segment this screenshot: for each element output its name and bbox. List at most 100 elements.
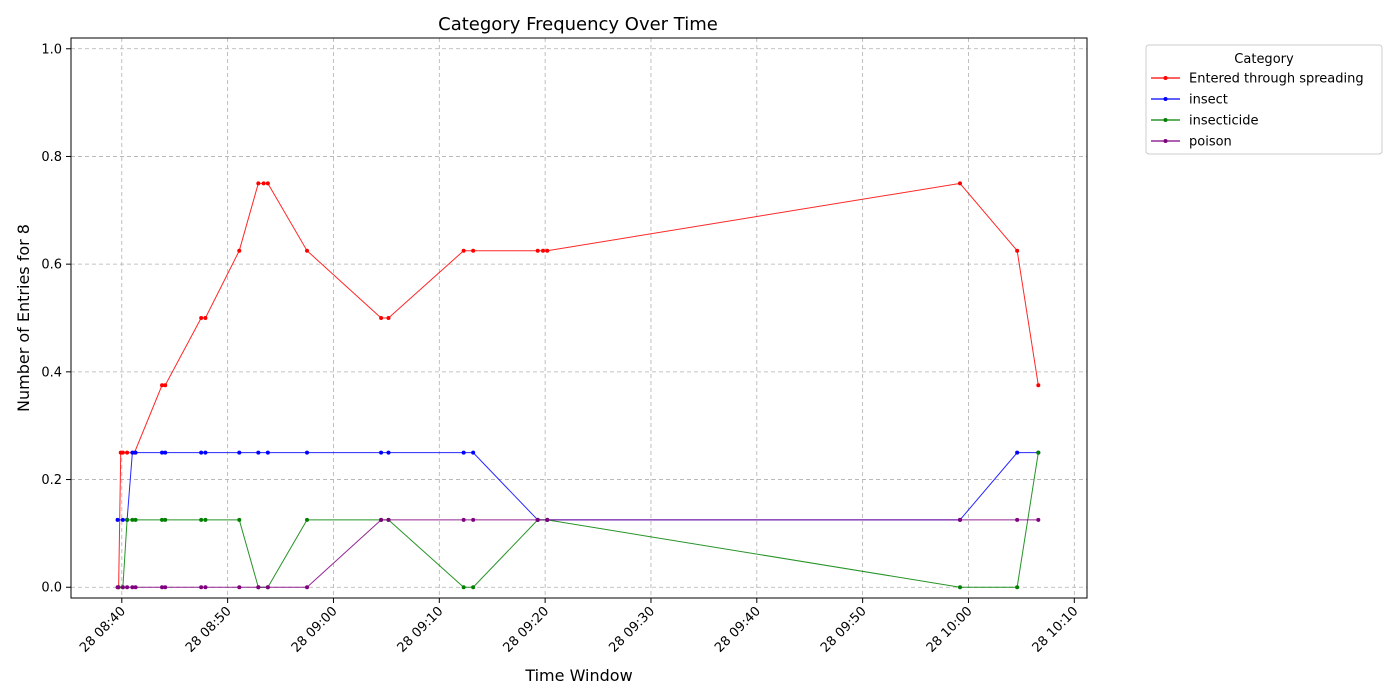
plot-frame bbox=[70, 37, 1088, 599]
data-point-entered-through-spreading bbox=[471, 248, 476, 253]
legend-marker bbox=[1163, 139, 1168, 143]
data-point-poison bbox=[386, 517, 391, 522]
x-tick-label: 28 10:10 bbox=[1030, 604, 1082, 656]
legend-label: poison bbox=[1189, 135, 1232, 150]
data-point-insect bbox=[256, 450, 261, 455]
data-point-insect bbox=[163, 450, 168, 455]
data-point-poison bbox=[133, 585, 138, 590]
data-point-poison bbox=[545, 517, 550, 522]
data-point-entered-through-spreading bbox=[305, 248, 310, 253]
series-insect bbox=[115, 450, 1041, 522]
data-point-insect bbox=[305, 450, 310, 455]
data-point-insecticide bbox=[1015, 585, 1020, 590]
data-point-insect bbox=[237, 450, 242, 455]
data-point-poison bbox=[130, 585, 135, 590]
chart-title: Category Frequency Over Time bbox=[438, 14, 718, 35]
data-point-insect bbox=[203, 450, 208, 455]
data-point-entered-through-spreading bbox=[237, 248, 242, 253]
data-point-entered-through-spreading bbox=[379, 316, 384, 320]
data-point-insecticide bbox=[133, 517, 138, 522]
data-point-insecticide bbox=[160, 517, 165, 522]
series-line-insect bbox=[117, 452, 1039, 521]
y-axis-ticks: 0.0 0.2 0.4 0.6 0.8 1.0 bbox=[41, 42, 71, 596]
data-point-poison bbox=[199, 585, 204, 590]
data-point-poison bbox=[1036, 517, 1041, 522]
data-point-insecticide bbox=[130, 517, 135, 522]
data-point-entered-through-spreading bbox=[958, 181, 962, 186]
data-point-poison bbox=[535, 517, 540, 522]
data-point-insect bbox=[1015, 450, 1020, 455]
data-point-poison bbox=[379, 517, 384, 522]
data-point-insecticide bbox=[203, 517, 208, 522]
data-point-poison bbox=[237, 585, 242, 590]
data-point-insecticide bbox=[125, 517, 130, 522]
series-line-entered-through-spreading bbox=[118, 182, 1039, 588]
data-point-entered-through-spreading bbox=[545, 248, 550, 253]
x-tick-label: 28 09:50 bbox=[818, 604, 870, 656]
data-point-entered-through-spreading bbox=[541, 248, 546, 253]
data-point-entered-through-spreading bbox=[125, 450, 130, 455]
legend-box bbox=[1145, 44, 1383, 155]
data-point-entered-through-spreading bbox=[535, 248, 540, 253]
legend-item-insecticide: insecticide bbox=[1151, 114, 1259, 129]
data-point-poison bbox=[163, 585, 168, 590]
y-tick-label: 0.0 bbox=[41, 581, 62, 596]
data-point-poison bbox=[471, 517, 476, 522]
data-point-entered-through-spreading bbox=[461, 248, 466, 253]
data-point-insecticide bbox=[199, 517, 204, 522]
data-point-entered-through-spreading bbox=[120, 450, 125, 455]
data-point-entered-through-spreading bbox=[256, 181, 261, 186]
data-point-poison bbox=[203, 585, 208, 590]
data-point-insect bbox=[160, 450, 165, 455]
data-point-entered-through-spreading bbox=[1036, 383, 1041, 388]
data-point-insecticide bbox=[1036, 450, 1041, 455]
data-point-insecticide bbox=[958, 585, 962, 590]
data-point-insecticide bbox=[163, 517, 168, 522]
legend-items: Entered through spreading insect insectici… bbox=[1151, 72, 1364, 150]
x-tick-label: 28 09:00 bbox=[289, 604, 341, 656]
legend-item-entered-through-spreading: Entered through spreading bbox=[1151, 72, 1364, 87]
data-point-insect bbox=[471, 450, 476, 455]
data-point-insect bbox=[461, 450, 466, 455]
x-tick-label: 28 09:20 bbox=[500, 604, 552, 656]
data-point-insect bbox=[199, 450, 204, 455]
data-point-poison bbox=[120, 585, 125, 590]
data-point-poison bbox=[461, 517, 466, 522]
data-point-insect bbox=[265, 450, 270, 455]
x-axis-label: Time Window bbox=[524, 666, 632, 685]
y-tick-label: 0.6 bbox=[41, 258, 62, 273]
y-axis-label: Number of Entries for 8 bbox=[14, 224, 33, 412]
data-point-insecticide bbox=[471, 585, 476, 590]
x-tick-label: 28 09:30 bbox=[606, 604, 658, 656]
y-tick-label: 1.0 bbox=[41, 42, 62, 57]
data-point-entered-through-spreading bbox=[386, 316, 391, 320]
data-point-insect bbox=[120, 517, 125, 522]
series-poison bbox=[115, 517, 1041, 590]
data-point-insecticide bbox=[237, 517, 242, 522]
legend-label: Entered through spreading bbox=[1189, 72, 1364, 87]
legend-marker bbox=[1163, 76, 1168, 80]
legend: Category Entered through spreading insect… bbox=[1145, 44, 1383, 155]
legend-item-insect: insect bbox=[1151, 93, 1228, 108]
y-tick-label: 0.8 bbox=[41, 150, 62, 165]
data-point-poison bbox=[160, 585, 165, 590]
data-point-poison bbox=[265, 585, 270, 590]
series-entered-through-spreading bbox=[116, 181, 1041, 590]
data-point-insecticide bbox=[305, 517, 310, 522]
x-tick-label: 28 09:10 bbox=[395, 604, 447, 656]
x-tick-label: 28 10:00 bbox=[924, 604, 976, 656]
y-tick-label: 0.2 bbox=[41, 473, 62, 488]
data-point-poison bbox=[125, 585, 130, 590]
data-point-entered-through-spreading bbox=[160, 383, 165, 388]
x-tick-label: 28 08:40 bbox=[77, 604, 129, 656]
legend-marker bbox=[1163, 97, 1168, 101]
legend-item-poison: poison bbox=[1151, 135, 1232, 150]
data-point-entered-through-spreading bbox=[163, 383, 168, 388]
data-point-insect bbox=[133, 450, 138, 455]
legend-marker bbox=[1163, 118, 1168, 122]
data-point-entered-through-spreading bbox=[199, 316, 204, 320]
data-point-entered-through-spreading bbox=[261, 181, 266, 186]
data-point-poison bbox=[1015, 517, 1020, 522]
data-point-entered-through-spreading bbox=[203, 316, 208, 320]
